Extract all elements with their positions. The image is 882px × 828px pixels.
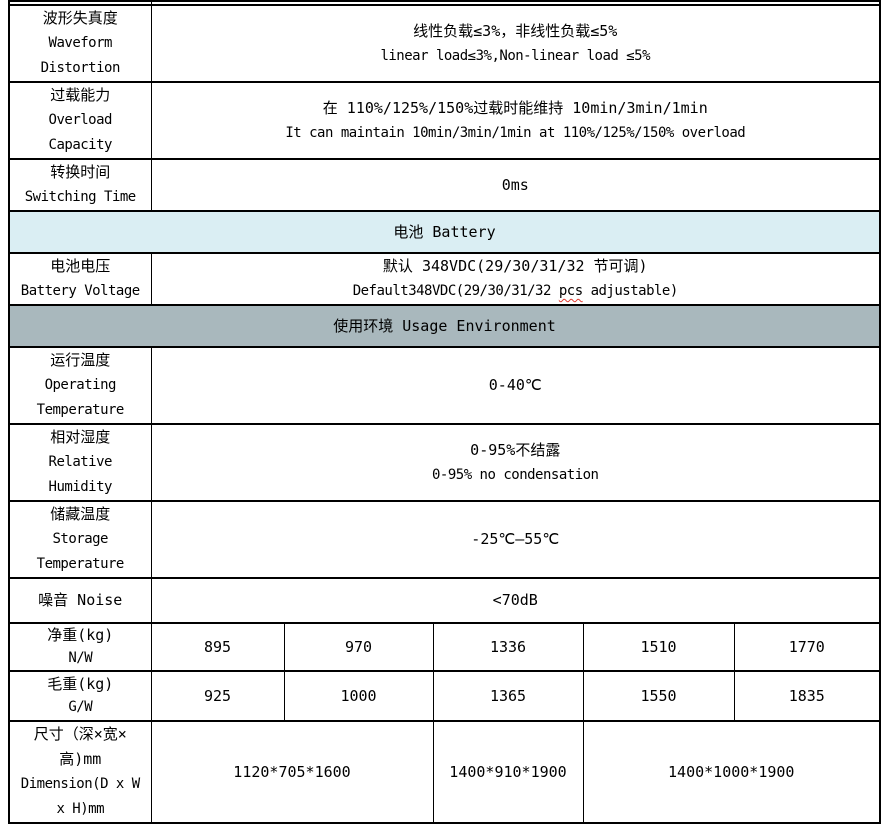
dimension-value-2: 1400*910*1900 xyxy=(432,720,584,824)
battery-section-header: 电池 Battery xyxy=(8,210,881,254)
battery-voltage-label-zh: 电池电压 xyxy=(50,257,111,275)
battery-voltage-value-en-after: adjustable) xyxy=(590,283,679,299)
waveform-value-cell: 线性负载≤3%，非线性负载≤5% linear load≤3%,Non-line… xyxy=(150,4,881,83)
humidity-value-zh: 0-95%不结露 xyxy=(470,440,561,459)
net-weight-label-zh: 净重(kg) xyxy=(47,626,114,644)
overload-value-cell: 在 110%/125%/150%过载时能维持 10min/3min/1min I… xyxy=(150,81,881,160)
waveform-value-zh: 线性负载≤3%，非线性负载≤5% xyxy=(413,21,618,40)
net-weight-label-en: N/W xyxy=(68,650,93,666)
row-waveform-distortion: 波形失真度 Waveform Distortion 线性负载≤3%，非线性负载≤… xyxy=(8,4,881,83)
storage-temp-value: -25℃—55℃ xyxy=(471,530,560,548)
noise-value-cell: <70dB xyxy=(150,577,881,624)
row-switching-time: 转换时间 Switching Time 0ms xyxy=(8,158,881,212)
overload-label-zh: 过载能力 xyxy=(50,86,111,104)
operating-temp-label-zh: 运行温度 xyxy=(50,351,111,369)
battery-voltage-value-en: Default348VDC(29/30/31/32 pcs adjustable… xyxy=(155,279,877,303)
storage-temp-label-zh: 储藏温度 xyxy=(50,505,111,523)
row-overload-capacity: 过载能力 Overload Capacity 在 110%/125%/150%过… xyxy=(8,81,881,160)
row-partial-top xyxy=(8,0,881,6)
row-section-usage-environment: 使用环境 Usage Environment xyxy=(8,304,881,348)
gross-weight-label-en: G/W xyxy=(68,699,93,715)
row-battery-voltage: 电池电压 Battery Voltage 默认 348VDC(29/30/31/… xyxy=(8,252,881,306)
net-weight-label-cell: 净重(kg) N/W xyxy=(8,622,152,672)
row-section-battery: 电池 Battery xyxy=(8,210,881,254)
switching-label-zh: 转换时间 xyxy=(50,163,111,181)
storage-temp-label-en: Storage Temperature xyxy=(36,531,125,572)
storage-temp-label-cell: 储藏温度 Storage Temperature xyxy=(8,500,152,579)
overload-value-en: It can maintain 10min/3min/1min at 110%/… xyxy=(285,124,746,141)
noise-label-cell: 噪音 Noise xyxy=(8,577,152,624)
overload-value-zh: 在 110%/125%/150%过载时能维持 10min/3min/1min xyxy=(322,98,708,117)
operating-temp-label-en: Operating Temperature xyxy=(36,377,125,418)
battery-voltage-label-en: Battery Voltage xyxy=(20,283,140,299)
gross-weight-value-2: 1000 xyxy=(283,670,434,722)
humidity-label-zh: 相对湿度 xyxy=(50,428,111,446)
row-dimension: 尺寸（深×宽×高)mm Dimension(D x W x H)mm 1120*… xyxy=(8,720,881,824)
operating-temp-value: 0-40℃ xyxy=(488,376,542,394)
waveform-value-en: linear load≤3%,Non-linear load ≤5% xyxy=(380,47,651,64)
overload-label-cell: 过载能力 Overload Capacity xyxy=(8,81,152,160)
net-weight-value-4: 1510 xyxy=(582,622,735,672)
net-weight-value-5: 1770 xyxy=(733,622,881,672)
noise-value: <70dB xyxy=(492,591,538,609)
overload-label-en: Overload Capacity xyxy=(48,112,113,153)
spec-table: 波形失真度 Waveform Distortion 线性负载≤3%，非线性负载≤… xyxy=(8,0,881,824)
battery-voltage-value-en-misspelled: pcs xyxy=(558,283,583,299)
waveform-label-en: Waveform Distortion xyxy=(40,35,121,76)
gross-weight-label-cell: 毛重(kg) G/W xyxy=(8,670,152,722)
row-noise: 噪音 Noise <70dB xyxy=(8,577,881,624)
storage-temp-value-cell: -25℃—55℃ xyxy=(150,500,881,579)
net-weight-value-1: 895 xyxy=(150,622,285,672)
row-gross-weight: 毛重(kg) G/W 925 1000 1365 1550 1835 xyxy=(8,670,881,722)
partial-top-value-cell xyxy=(150,0,881,6)
row-relative-humidity: 相对湿度 Relative Humidity 0-95%不结露 0-95% no… xyxy=(8,423,881,502)
battery-voltage-value-cell: 默认 348VDC(29/30/31/32 节可调) Default348VDC… xyxy=(150,252,881,306)
gross-weight-label-zh: 毛重(kg) xyxy=(47,675,114,693)
switching-label-en: Switching Time xyxy=(24,189,137,205)
battery-voltage-value-en-before: Default348VDC(29/30/31/32 xyxy=(352,283,552,299)
switching-label-cell: 转换时间 Switching Time xyxy=(8,158,152,212)
humidity-label-cell: 相对湿度 Relative Humidity xyxy=(8,423,152,502)
gross-weight-value-5: 1835 xyxy=(733,670,881,722)
waveform-label-cell: 波形失真度 Waveform Distortion xyxy=(8,4,152,83)
battery-voltage-label-cell: 电池电压 Battery Voltage xyxy=(8,252,152,306)
usage-environment-section-header: 使用环境 Usage Environment xyxy=(8,304,881,348)
dimension-label-en: Dimension(D x W x H)mm xyxy=(20,776,140,817)
row-net-weight: 净重(kg) N/W 895 970 1336 1510 1770 xyxy=(8,622,881,672)
battery-voltage-value-zh: 默认 348VDC(29/30/31/32 节可调) xyxy=(382,257,648,275)
dimension-value-3: 1400*1000*1900 xyxy=(582,720,881,824)
dimension-value-1: 1120*705*1600 xyxy=(150,720,434,824)
humidity-label-en: Relative Humidity xyxy=(48,454,113,495)
noise-label: 噪音 Noise xyxy=(38,591,123,609)
dimension-label-zh: 尺寸（深×宽×高)mm xyxy=(33,725,127,768)
dimension-label-cell: 尺寸（深×宽×高)mm Dimension(D x W x H)mm xyxy=(8,720,152,824)
humidity-value-cell: 0-95%不结露 0-95% no condensation xyxy=(150,423,881,502)
gross-weight-value-4: 1550 xyxy=(582,670,735,722)
net-weight-value-3: 1336 xyxy=(432,622,584,672)
gross-weight-value-1: 925 xyxy=(150,670,285,722)
operating-temp-label-cell: 运行温度 Operating Temperature xyxy=(8,346,152,425)
row-operating-temperature: 运行温度 Operating Temperature 0-40℃ xyxy=(8,346,881,425)
operating-temp-value-cell: 0-40℃ xyxy=(150,346,881,425)
switching-value: 0ms xyxy=(501,175,529,194)
humidity-value-en: 0-95% no condensation xyxy=(431,466,599,483)
net-weight-value-2: 970 xyxy=(283,622,434,672)
row-storage-temperature: 储藏温度 Storage Temperature -25℃—55℃ xyxy=(8,500,881,579)
gross-weight-value-3: 1365 xyxy=(432,670,584,722)
switching-value-cell: 0ms xyxy=(150,158,881,212)
waveform-label-zh: 波形失真度 xyxy=(42,9,118,27)
